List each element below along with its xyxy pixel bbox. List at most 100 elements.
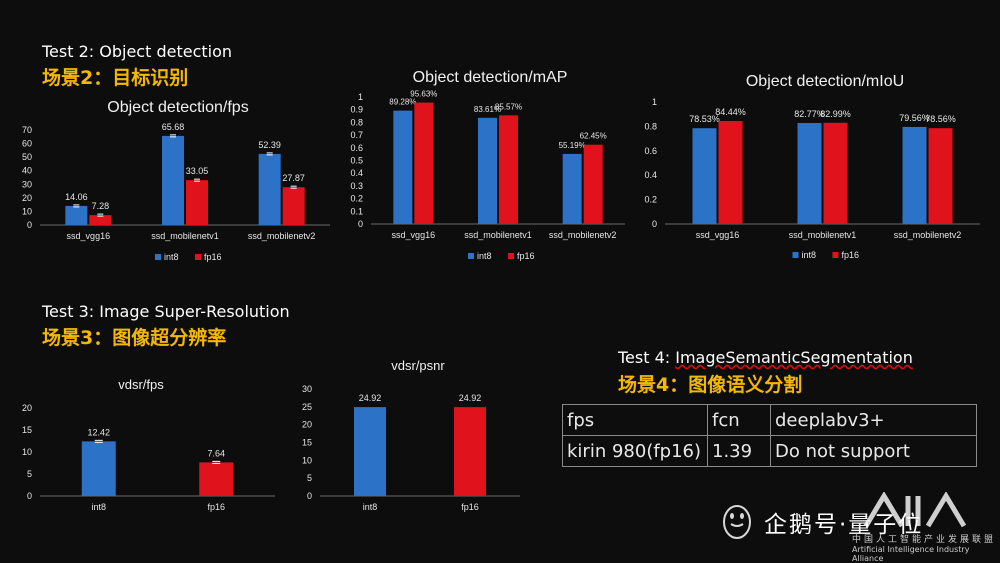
y-tick-label: 0.5 [350, 156, 363, 166]
data-label: 24.92 [359, 393, 382, 403]
x-tick-label: ssd_mobilenetv2 [248, 231, 316, 241]
y-tick-label: 15 [302, 438, 312, 448]
data-label: 78.56% [925, 114, 956, 124]
bar [89, 215, 112, 225]
legend-swatch [832, 252, 839, 258]
x-tick-label: ssd_vgg16 [67, 231, 111, 241]
table-cell: Do not support [770, 435, 977, 467]
legend-label: int8 [164, 252, 179, 262]
test2-title: Test 2: Object detection [42, 42, 233, 61]
test3-title: Test 3: Image Super-Resolution [42, 302, 290, 321]
test4-title-prefix: Test 4: [618, 348, 676, 367]
y-tick-label: 0 [652, 219, 657, 229]
chart-title: vdsr/fps [118, 377, 164, 392]
bar [583, 144, 603, 224]
bar [928, 128, 953, 224]
y-tick-label: 5 [307, 473, 312, 483]
data-label: 52.39 [258, 140, 281, 150]
data-label: 27.87 [282, 173, 305, 183]
bar [393, 110, 413, 224]
y-tick-label: 0.8 [350, 117, 363, 127]
y-tick-label: 20 [302, 420, 312, 430]
bar [454, 407, 486, 496]
bar [562, 153, 582, 224]
data-label: 84.44% [715, 107, 746, 117]
y-tick-label: 30 [302, 384, 312, 394]
x-tick-label: ssd_vgg16 [696, 230, 740, 240]
data-label: 33.05 [186, 166, 209, 176]
data-label: 83.61% [474, 105, 501, 114]
table-row: kirin 980(fp16) 1.39 Do not support [562, 435, 977, 467]
x-tick-label: int8 [363, 502, 378, 512]
y-tick-label: 0.6 [350, 143, 363, 153]
legend-label: fp16 [842, 250, 860, 260]
x-tick-label: ssd_mobilenetv1 [151, 231, 219, 241]
data-label: 65.68 [162, 122, 185, 132]
y-tick-label: 0.4 [350, 168, 363, 178]
legend-label: int8 [802, 250, 817, 260]
y-tick-label: 15 [22, 425, 32, 435]
y-tick-label: 10 [22, 447, 32, 457]
x-tick-label: fp16 [461, 502, 479, 512]
test3-subtitle: 场景3：图像超分辨率 [42, 327, 227, 349]
bar [718, 120, 743, 224]
bar [199, 462, 234, 496]
y-tick-label: 30 [22, 179, 32, 189]
chart-vdsr-fps: vdsr/fps 0 5 10 15 20 int8 12.42 fp16 7.64 [22, 377, 275, 512]
bar [797, 123, 822, 224]
data-label: 24.92 [459, 393, 482, 403]
x-tick-label: int8 [91, 502, 106, 512]
y-tick-label: 70 [22, 125, 32, 135]
test4-title: Test 4: ImageSemanticSegmentation [618, 348, 913, 367]
data-label: 14.06 [65, 192, 88, 202]
legend-label: fp16 [517, 251, 535, 261]
x-tick-label: ssd_mobilenetv1 [789, 230, 857, 240]
table-row: fps fcn deeplabv3+ [562, 404, 977, 436]
data-label: 78.53% [689, 114, 720, 124]
table-cell: deeplabv3+ [770, 404, 977, 436]
bar [81, 441, 116, 496]
y-tick-label: 0.3 [350, 181, 363, 191]
chart-title: vdsr/psnr [391, 358, 445, 373]
x-tick-label: ssd_mobilenetv1 [464, 230, 532, 240]
table-cell: fcn [707, 404, 771, 436]
legend-swatch [792, 252, 799, 258]
bar [478, 117, 497, 224]
chart-map: Object detection/mAP 0 0.1 0.2 0.3 0.4 0.5 0.6 0… [350, 69, 625, 261]
table-cell: kirin 980(fp16) [562, 435, 708, 467]
x-tick-label: ssd_vgg16 [392, 230, 436, 240]
watermark-alliance-zh: 中国人工智能产业发展联盟 [852, 535, 997, 545]
chart-title: Object detection/fps [107, 99, 248, 116]
y-tick-label: 0.2 [350, 194, 363, 204]
bar [282, 187, 305, 225]
bar [499, 115, 518, 224]
bar [258, 153, 281, 225]
y-tick-label: 10 [302, 455, 312, 465]
chart-title: Object detection/mAP [413, 69, 568, 86]
y-tick-label: 0.9 [350, 105, 363, 115]
y-tick-label: 0 [27, 220, 32, 230]
legend-swatch [468, 253, 474, 259]
data-label: 85.57% [495, 102, 522, 111]
y-tick-label: 5 [27, 469, 32, 479]
segmentation-table: fps fcn deeplabv3+ kirin 980(fp16) 1.39 … [562, 404, 977, 467]
y-tick-label: 0.7 [350, 130, 363, 140]
data-label: 12.42 [87, 427, 110, 437]
y-tick-label: 1 [652, 97, 657, 107]
y-tick-label: 20 [22, 193, 32, 203]
table-cell: 1.39 [707, 435, 771, 467]
penguin-logo-icon [718, 500, 756, 542]
bar [414, 102, 434, 224]
bar [354, 407, 386, 496]
x-tick-label: ssd_mobilenetv2 [549, 230, 617, 240]
x-tick-label: fp16 [207, 502, 225, 512]
legend-swatch [155, 254, 161, 260]
y-tick-label: 60 [22, 139, 32, 149]
bar [823, 122, 848, 224]
y-tick-label: 0.2 [644, 195, 657, 205]
y-tick-label: 25 [302, 402, 312, 412]
chart-title: Object detection/mIoU [746, 73, 904, 90]
y-tick-label: 1 [358, 92, 363, 102]
data-label: 95.63% [410, 90, 437, 99]
bar [186, 180, 208, 225]
